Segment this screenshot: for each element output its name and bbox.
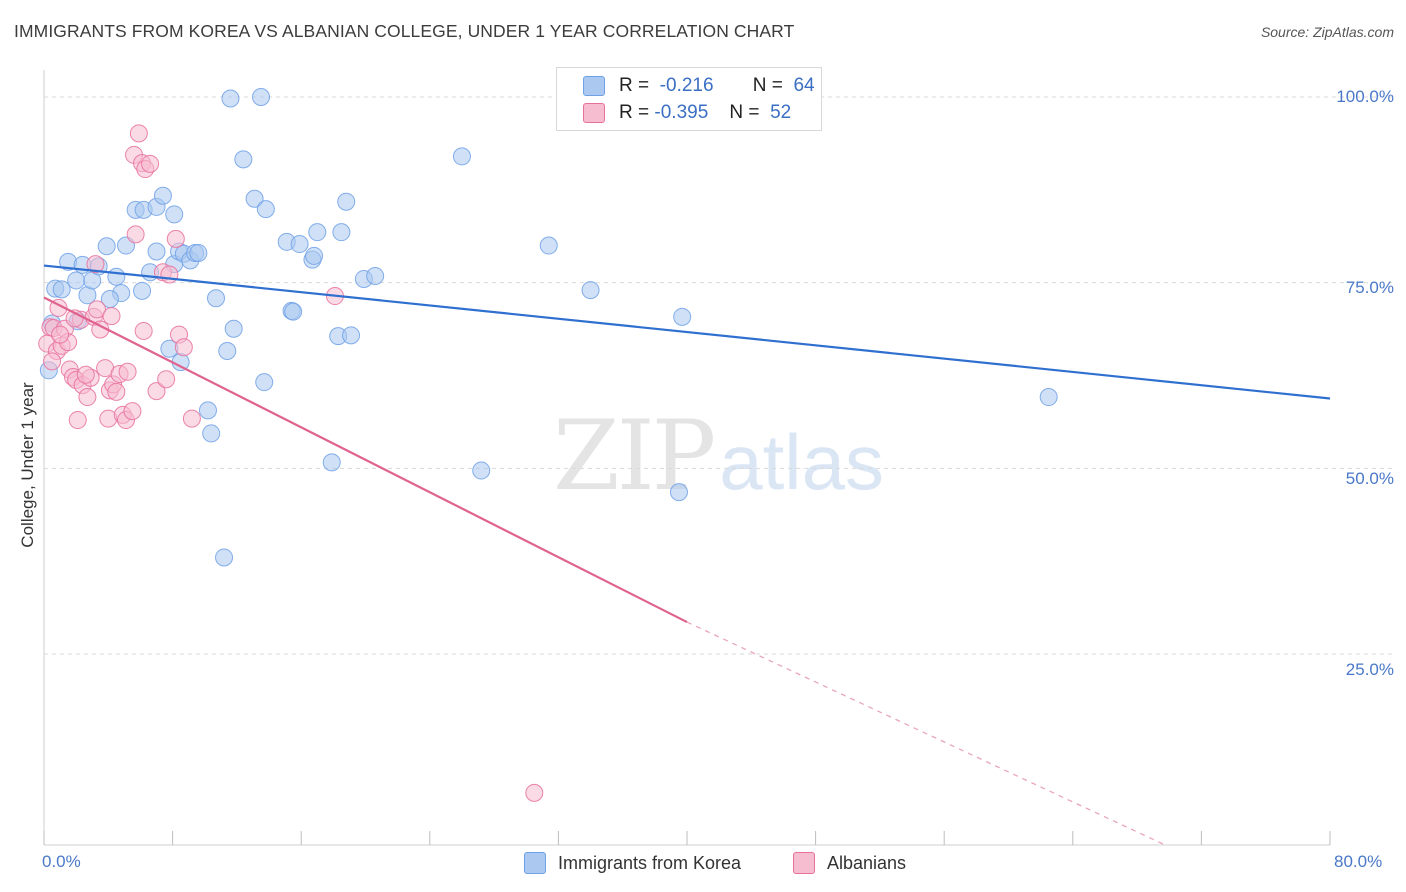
data-point-korea (332, 223, 351, 242)
watermark-zip: ZIP (553, 400, 716, 512)
scatter-points (38, 88, 1058, 802)
data-point-korea (224, 319, 243, 338)
data-point-albanians (166, 229, 185, 248)
data-point-albanians (68, 411, 87, 430)
legend-label-albanians: Albanians (827, 852, 907, 873)
data-point-albanians (134, 321, 153, 340)
data-point-korea (153, 186, 172, 205)
data-point-korea (673, 307, 692, 326)
legend-label-korea: Immigrants from Korea (558, 852, 742, 873)
data-point-korea (1039, 388, 1058, 407)
y-tick-label-100: 100.0% (1336, 87, 1394, 106)
legend-swatch-albanians (583, 103, 605, 123)
trend-lines (43, 264, 1331, 846)
data-point-korea (133, 281, 152, 300)
legend-item-albanians[interactable]: Albanians (793, 852, 906, 874)
data-point-korea (171, 353, 190, 372)
data-point-korea (284, 302, 303, 321)
data-point-albanians (141, 154, 160, 173)
data-point-albanians (86, 255, 105, 274)
data-point-albanians (126, 225, 145, 244)
legend-swatch-korea (583, 76, 605, 96)
data-point-albanians (147, 382, 166, 401)
data-point-albanians (157, 370, 176, 389)
stats-legend: R = -0.216 N = 64 R = -0.395 N = 52 (556, 67, 822, 131)
data-point-korea (165, 205, 184, 224)
y-tick-label-75: 75.0% (1345, 278, 1394, 297)
data-point-korea (189, 243, 208, 262)
legend-swatch-albanians (793, 852, 815, 874)
data-point-albanians (51, 325, 70, 344)
trend-line-albanians-extension (686, 621, 1166, 846)
axes (43, 70, 1331, 846)
data-point-korea (202, 424, 221, 443)
n-value: 64 (793, 75, 815, 96)
data-point-korea (472, 461, 491, 480)
data-point-albanians (102, 307, 121, 326)
data-point-korea (305, 246, 324, 265)
stats-legend-row-albanians: R = -0.395 N = 52 (583, 102, 791, 124)
y-axis-label: College, Under 1 year (18, 382, 37, 548)
data-point-korea (234, 150, 253, 169)
data-point-albanians (76, 365, 95, 384)
source-credit: Source: ZipAtlas.com (1260, 24, 1394, 40)
r-value: -0.395 (654, 102, 709, 123)
data-point-albanians (129, 124, 148, 143)
data-point-korea (245, 189, 264, 208)
data-point-albanians (174, 338, 193, 357)
data-point-albanians (43, 352, 62, 371)
data-point-albanians (123, 402, 142, 421)
data-point-korea (337, 192, 356, 211)
data-point-korea (255, 373, 274, 392)
n-label: N = (729, 102, 760, 123)
watermark-atlas: atlas (719, 418, 884, 506)
r-label: R = (619, 102, 650, 123)
data-point-korea (107, 267, 126, 286)
data-point-korea (669, 483, 688, 502)
trend-line-korea (43, 264, 1331, 400)
data-point-korea (256, 200, 275, 219)
data-point-korea (67, 271, 86, 290)
n-value: 52 (770, 102, 792, 123)
watermark: ZIPatlas (553, 400, 884, 512)
x-tick-label-max: 80.0% (1334, 852, 1383, 871)
data-point-albanians (525, 783, 544, 802)
data-point-korea (539, 236, 558, 255)
data-point-korea (215, 548, 234, 567)
data-point-korea (366, 266, 385, 285)
data-point-korea (252, 88, 271, 106)
legend-swatch-korea (524, 852, 546, 874)
n-label: N = (752, 75, 783, 96)
data-point-albanians (78, 388, 97, 407)
data-point-korea (342, 326, 361, 345)
stats-legend-row-korea: R = -0.216 N = 64 (583, 75, 815, 97)
data-point-albanians (118, 362, 137, 381)
data-point-korea (322, 453, 341, 472)
gridlines (44, 96, 1392, 655)
data-point-albanians (160, 265, 179, 284)
chart-title: IMMIGRANTS FROM KOREA VS ALBANIAN COLLEG… (14, 21, 795, 41)
data-point-korea (207, 289, 226, 308)
data-point-korea (581, 281, 600, 300)
r-value: -0.216 (659, 75, 714, 96)
r-label: R = (619, 75, 650, 96)
legend-item-korea[interactable]: Immigrants from Korea (524, 852, 741, 874)
y-tick-label-25: 25.0% (1345, 660, 1394, 679)
data-point-korea (97, 237, 116, 256)
data-point-korea (147, 242, 166, 261)
y-tick-label-50: 50.0% (1345, 469, 1394, 488)
data-point-korea (52, 280, 71, 299)
data-point-korea (218, 341, 237, 360)
data-point-albanians (182, 409, 201, 428)
data-point-korea (221, 89, 240, 108)
data-point-korea (452, 147, 471, 166)
data-point-korea (290, 235, 309, 254)
data-point-korea (308, 223, 327, 242)
data-point-korea (198, 401, 217, 420)
data-point-albanians (107, 382, 126, 401)
trend-line-albanians (43, 296, 688, 624)
x-tick-label-min: 0.0% (42, 852, 81, 871)
